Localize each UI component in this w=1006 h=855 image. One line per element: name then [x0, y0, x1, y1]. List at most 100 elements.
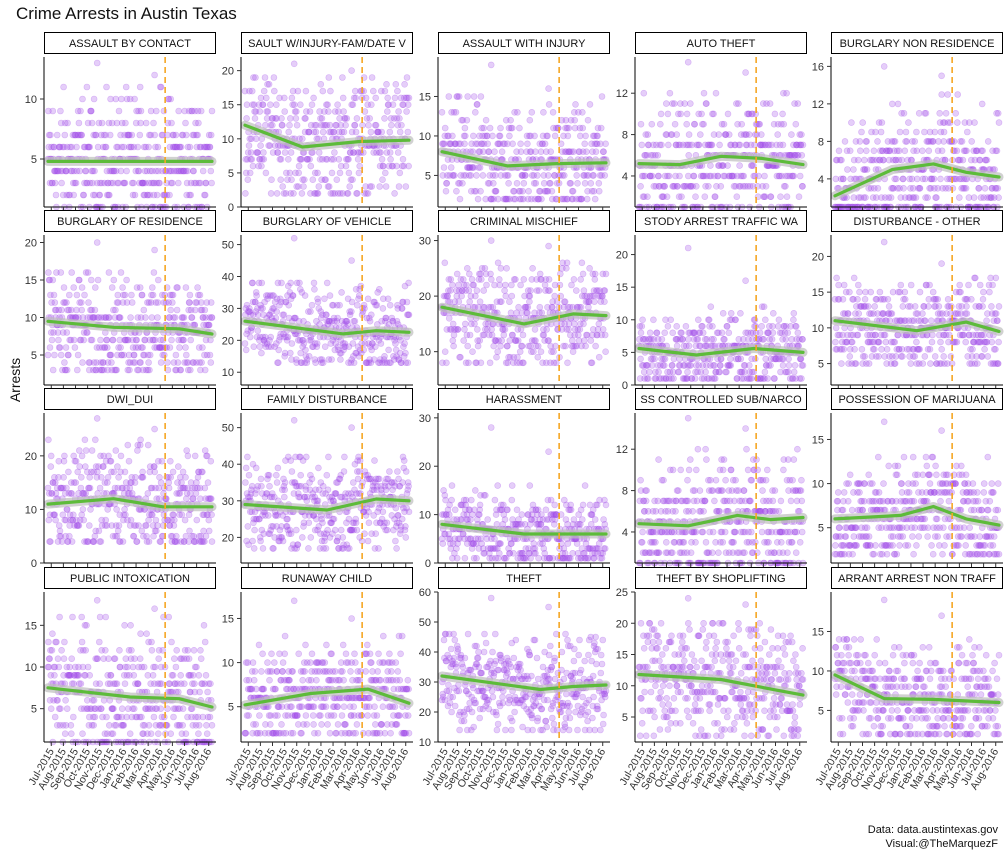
data-point: [524, 303, 532, 311]
data-point: [545, 101, 553, 108]
data-point: [203, 452, 211, 460]
data-point: [166, 344, 174, 351]
data-point: [85, 143, 92, 151]
data-point: [284, 156, 292, 163]
data-point: [551, 132, 559, 140]
data-point: [903, 138, 911, 145]
data-point: [482, 116, 490, 124]
data-point: [644, 193, 651, 200]
data-point: [378, 156, 386, 163]
data-point: [913, 128, 920, 136]
data-point: [152, 516, 160, 524]
data-point: [338, 289, 345, 296]
data-point: [405, 279, 412, 287]
data-point: [760, 303, 768, 311]
data-point: [441, 259, 449, 267]
data-point: [242, 190, 249, 197]
data-point: [519, 187, 526, 195]
data-point: [790, 309, 798, 317]
data-point: [178, 511, 186, 519]
data-point: [144, 191, 152, 199]
data-point: [447, 276, 455, 283]
data-point: [247, 149, 255, 156]
data-point: [963, 303, 970, 310]
data-point: [383, 81, 390, 88]
data-point: [867, 288, 875, 296]
data-point: [489, 303, 497, 311]
data-point: [919, 360, 927, 367]
data-point: [105, 119, 113, 127]
data-point: [355, 169, 363, 177]
data-point: [82, 447, 90, 454]
data-point: [79, 95, 86, 103]
y-tick-label: 5: [425, 170, 431, 182]
data-point: [154, 522, 161, 529]
data-point: [208, 107, 216, 115]
data-point: [270, 74, 278, 81]
data-point: [497, 124, 504, 132]
data-point: [190, 532, 197, 540]
data-point: [249, 537, 256, 545]
data-point: [532, 148, 539, 155]
data-point: [138, 179, 146, 187]
data-point: [169, 131, 176, 139]
data-point: [927, 360, 934, 367]
data-point: [88, 119, 96, 127]
data-point: [102, 143, 109, 151]
data-point: [120, 179, 127, 187]
data-point: [455, 93, 463, 100]
data-point: [259, 101, 267, 108]
data-point: [175, 107, 182, 115]
data-point: [180, 167, 187, 175]
data-point: [767, 193, 775, 200]
data-point: [141, 167, 149, 175]
data-point: [120, 179, 128, 187]
data-point: [992, 310, 1000, 317]
data-point: [595, 320, 603, 328]
data-point: [159, 131, 166, 139]
data-point: [381, 352, 388, 360]
data-point: [115, 107, 123, 115]
data-point: [258, 279, 266, 287]
data-point: [832, 338, 839, 346]
data-point: [684, 335, 692, 343]
data-point: [470, 281, 478, 289]
data-point: [736, 141, 744, 149]
data-point: [594, 132, 601, 140]
data-point: [790, 368, 798, 376]
data-point: [526, 116, 534, 124]
data-point: [696, 131, 704, 138]
data-point: [128, 131, 136, 139]
data-point: [95, 527, 103, 535]
data-point: [88, 276, 95, 284]
data-point: [206, 351, 214, 359]
data-point: [149, 291, 157, 299]
data-point: [125, 457, 133, 465]
data-point: [55, 167, 62, 175]
y-tick-label: 12: [616, 88, 628, 100]
y-tick-label: 5: [228, 168, 234, 180]
data-point: [710, 335, 717, 343]
data-point: [745, 362, 753, 369]
data-point: [277, 176, 285, 183]
data-point: [207, 495, 215, 503]
data-point: [289, 292, 297, 299]
data-point: [315, 183, 323, 190]
data-point: [69, 131, 77, 139]
data-point: [517, 281, 524, 289]
data-point: [242, 346, 250, 354]
data-point: [568, 337, 576, 344]
data-point: [78, 306, 85, 314]
data-point: [980, 331, 988, 339]
data-point: [992, 274, 1000, 282]
data-point: [581, 180, 589, 187]
data-point: [461, 326, 468, 333]
data-point: [524, 140, 531, 148]
data-point: [328, 169, 336, 177]
data-point: [758, 322, 766, 330]
data-point: [683, 120, 691, 128]
data-point: [93, 239, 101, 246]
data-point: [779, 141, 787, 149]
data-point: [251, 526, 258, 534]
data-point: [157, 479, 165, 486]
